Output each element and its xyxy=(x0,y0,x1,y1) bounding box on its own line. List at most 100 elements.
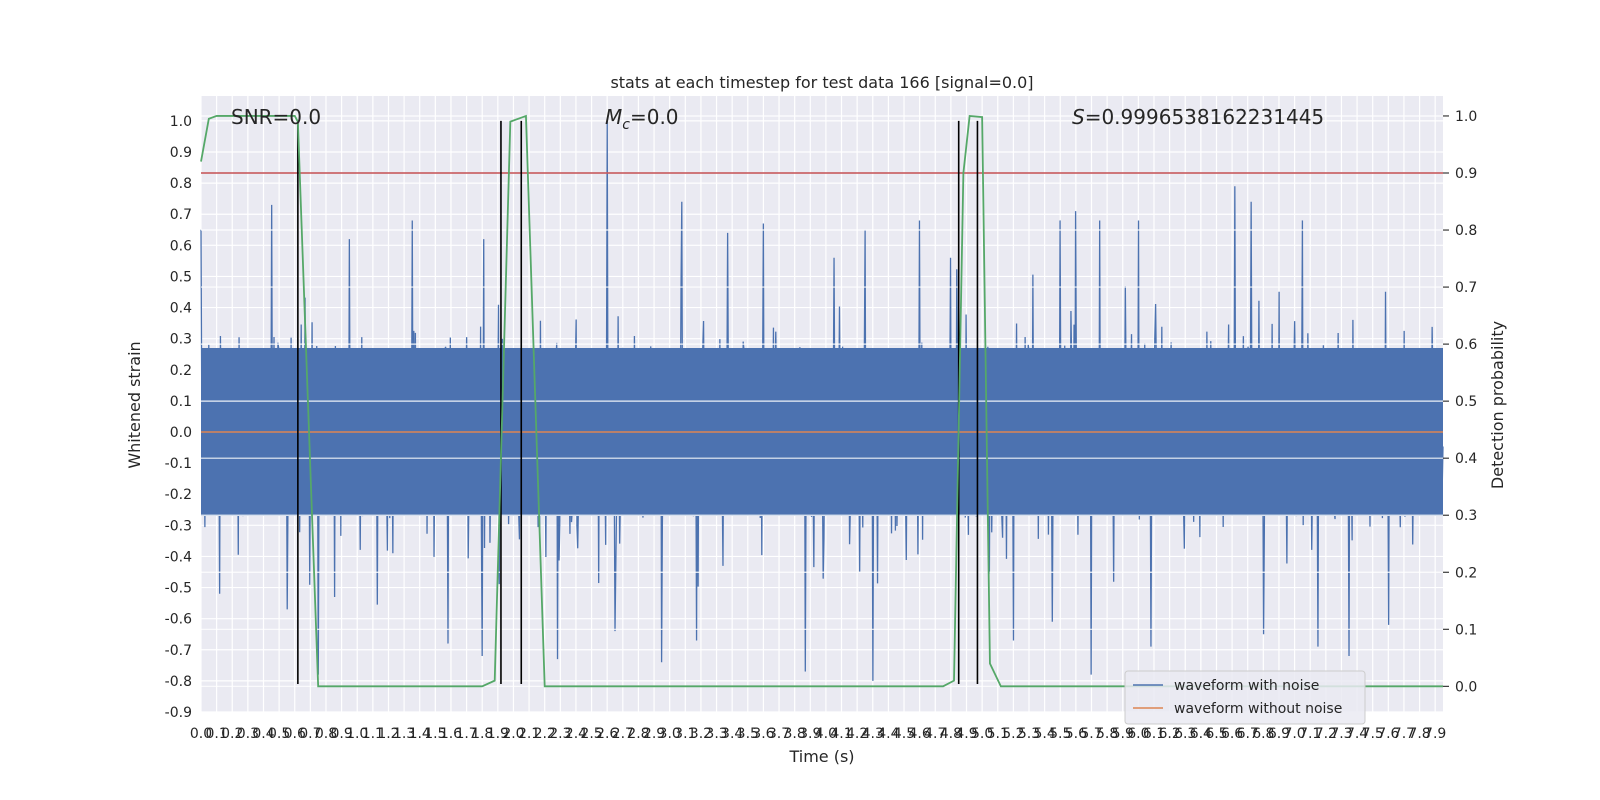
x-tick-label: 7.6 xyxy=(1377,726,1399,742)
y-tick-label-left: 0.1 xyxy=(170,394,192,410)
y-axis-right-ticks: 0.0 0.1 0.2 0.3 0.4 0.5 0.6 0.7 0.8 0.9 1.0 xyxy=(1443,109,1477,695)
annotations: SNR=0.0 Mc=0.0 S=0.9996538162231445 xyxy=(231,105,1324,133)
legend-label-noise: waveform with noise xyxy=(1174,678,1319,694)
x-tick-label: 5.8 xyxy=(1096,726,1118,742)
x-tick-label: 3.9 xyxy=(799,726,821,742)
annotation-chirp-mass: Mc=0.0 xyxy=(605,105,679,133)
annotation-score: S=0.9996538162231445 xyxy=(1072,105,1324,129)
x-tick-label: 7.1 xyxy=(1299,726,1321,742)
x-axis-label: Time (s) xyxy=(788,747,854,766)
x-tick-label: 7.4 xyxy=(1346,726,1368,742)
x-tick-label: 7.2 xyxy=(1315,726,1337,742)
x-tick-label: 5.9 xyxy=(1112,726,1134,742)
x-tick-label: 7.0 xyxy=(1283,726,1305,742)
y-tick-label-left: 0.4 xyxy=(170,301,192,317)
chart-title: stats at each timestep for test data 166… xyxy=(610,73,1033,92)
x-tick-label: 4.0 xyxy=(815,726,837,742)
y-tick-label-left: -0.1 xyxy=(165,456,192,472)
x-axis-ticks: 0.00.10.20.30.40.50.60.70.80.91.01.11.21… xyxy=(190,726,1446,742)
x-tick-label: 1.5 xyxy=(424,726,446,742)
x-tick-label: 3.7 xyxy=(768,726,790,742)
x-tick-label: 6.7 xyxy=(1237,726,1259,742)
detection-probability-line xyxy=(200,114,1443,688)
y-tick-label-right: 0.5 xyxy=(1455,394,1477,410)
x-tick-label: 3.4 xyxy=(721,726,743,742)
legend-box xyxy=(1124,670,1366,725)
x-tick-label: 3.0 xyxy=(659,726,681,742)
y-tick-label-right: 0.4 xyxy=(1455,451,1477,467)
annotation-snr: SNR=0.0 xyxy=(231,105,321,129)
y-tick-label-left: 0.8 xyxy=(170,176,192,192)
x-tick-label: 6.2 xyxy=(1158,726,1180,742)
series-detection-probability xyxy=(200,114,1443,688)
y-tick-label-right: 0.1 xyxy=(1455,622,1477,638)
x-tick-label: 0.5 xyxy=(268,726,290,742)
x-tick-label: 0.2 xyxy=(221,726,243,742)
y-tick-label-right: 0.3 xyxy=(1455,508,1477,524)
x-tick-label: 4.5 xyxy=(893,726,915,742)
x-tick-label: 0.8 xyxy=(315,726,337,742)
x-tick-label: 6.8 xyxy=(1252,726,1274,742)
x-tick-label: 7.8 xyxy=(1408,726,1430,742)
x-tick-label: 1.0 xyxy=(346,726,368,742)
y-tick-label-left: -0.3 xyxy=(165,518,192,534)
x-tick-label: 4.9 xyxy=(955,726,977,742)
x-tick-label: 3.2 xyxy=(690,726,712,742)
x-tick-label: 3.5 xyxy=(737,726,759,742)
y-tick-label-left: 0.0 xyxy=(170,425,192,441)
y-tick-label-right: 1.0 xyxy=(1455,109,1477,125)
x-tick-label: 2.1 xyxy=(518,726,540,742)
x-tick-label: 7.5 xyxy=(1362,726,1384,742)
x-tick-label: 5.2 xyxy=(1002,726,1024,742)
x-tick-label: 0.0 xyxy=(190,726,212,742)
x-tick-label: 1.9 xyxy=(487,726,509,742)
x-tick-label: 7.7 xyxy=(1393,726,1415,742)
x-tick-label: 7.9 xyxy=(1424,726,1446,742)
y-tick-label-left: -0.6 xyxy=(165,612,192,628)
legend: waveform with noise waveform without noi… xyxy=(1124,670,1366,725)
x-tick-label: 1.1 xyxy=(362,726,384,742)
x-tick-label: 2.9 xyxy=(643,726,665,742)
x-tick-label: 1.4 xyxy=(409,726,431,742)
x-tick-label: 6.0 xyxy=(1127,726,1149,742)
x-tick-label: 7.3 xyxy=(1330,726,1352,742)
x-tick-label: 2.5 xyxy=(580,726,602,742)
x-tick-label: 0.6 xyxy=(284,726,306,742)
x-tick-label: 5.6 xyxy=(1065,726,1087,742)
x-tick-label: 4.3 xyxy=(862,726,884,742)
y-tick-label-right: 0.9 xyxy=(1455,166,1477,182)
x-tick-label: 5.3 xyxy=(1018,726,1040,742)
x-tick-label: 2.2 xyxy=(534,726,556,742)
x-tick-label: 3.1 xyxy=(674,726,696,742)
x-tick-label: 5.7 xyxy=(1080,726,1102,742)
y-tick-label-left: -0.4 xyxy=(165,549,192,565)
y-tick-label-left: -0.8 xyxy=(165,674,192,690)
x-tick-label: 0.7 xyxy=(299,726,321,742)
y-tick-label-left: 0.9 xyxy=(170,145,192,161)
x-tick-label: 4.4 xyxy=(877,726,899,742)
x-tick-label: 3.8 xyxy=(784,726,806,742)
x-tick-label: 5.4 xyxy=(1033,726,1055,742)
x-tick-label: 5.5 xyxy=(1049,726,1071,742)
y-tick-label-left: 0.2 xyxy=(170,363,192,379)
y-tick-label-left: -0.5 xyxy=(165,581,192,597)
x-tick-label: 1.3 xyxy=(393,726,415,742)
x-tick-label: 5.1 xyxy=(987,726,1009,742)
y-tick-label-left: 1.0 xyxy=(170,114,192,130)
x-tick-label: 0.1 xyxy=(205,726,227,742)
x-tick-label: 2.3 xyxy=(549,726,571,742)
x-tick-label: 3.6 xyxy=(752,726,774,742)
x-tick-label: 6.4 xyxy=(1190,726,1212,742)
x-tick-label: 1.2 xyxy=(377,726,399,742)
x-tick-label: 6.1 xyxy=(1143,726,1165,742)
x-tick-label: 4.8 xyxy=(940,726,962,742)
x-tick-label: 4.6 xyxy=(909,726,931,742)
y-tick-label-right: 0.7 xyxy=(1455,280,1477,296)
y-axis-left-ticks: -0.9 -0.8 -0.7 -0.6 -0.5 -0.4 -0.3 -0.2 -0.1 0.0 0… xyxy=(165,114,192,721)
x-tick-label: 5.0 xyxy=(971,726,993,742)
x-tick-label: 6.3 xyxy=(1174,726,1196,742)
y-tick-label-left: 0.7 xyxy=(170,207,192,223)
y-tick-label-right: 0.0 xyxy=(1455,679,1477,695)
x-tick-label: 0.4 xyxy=(252,726,274,742)
